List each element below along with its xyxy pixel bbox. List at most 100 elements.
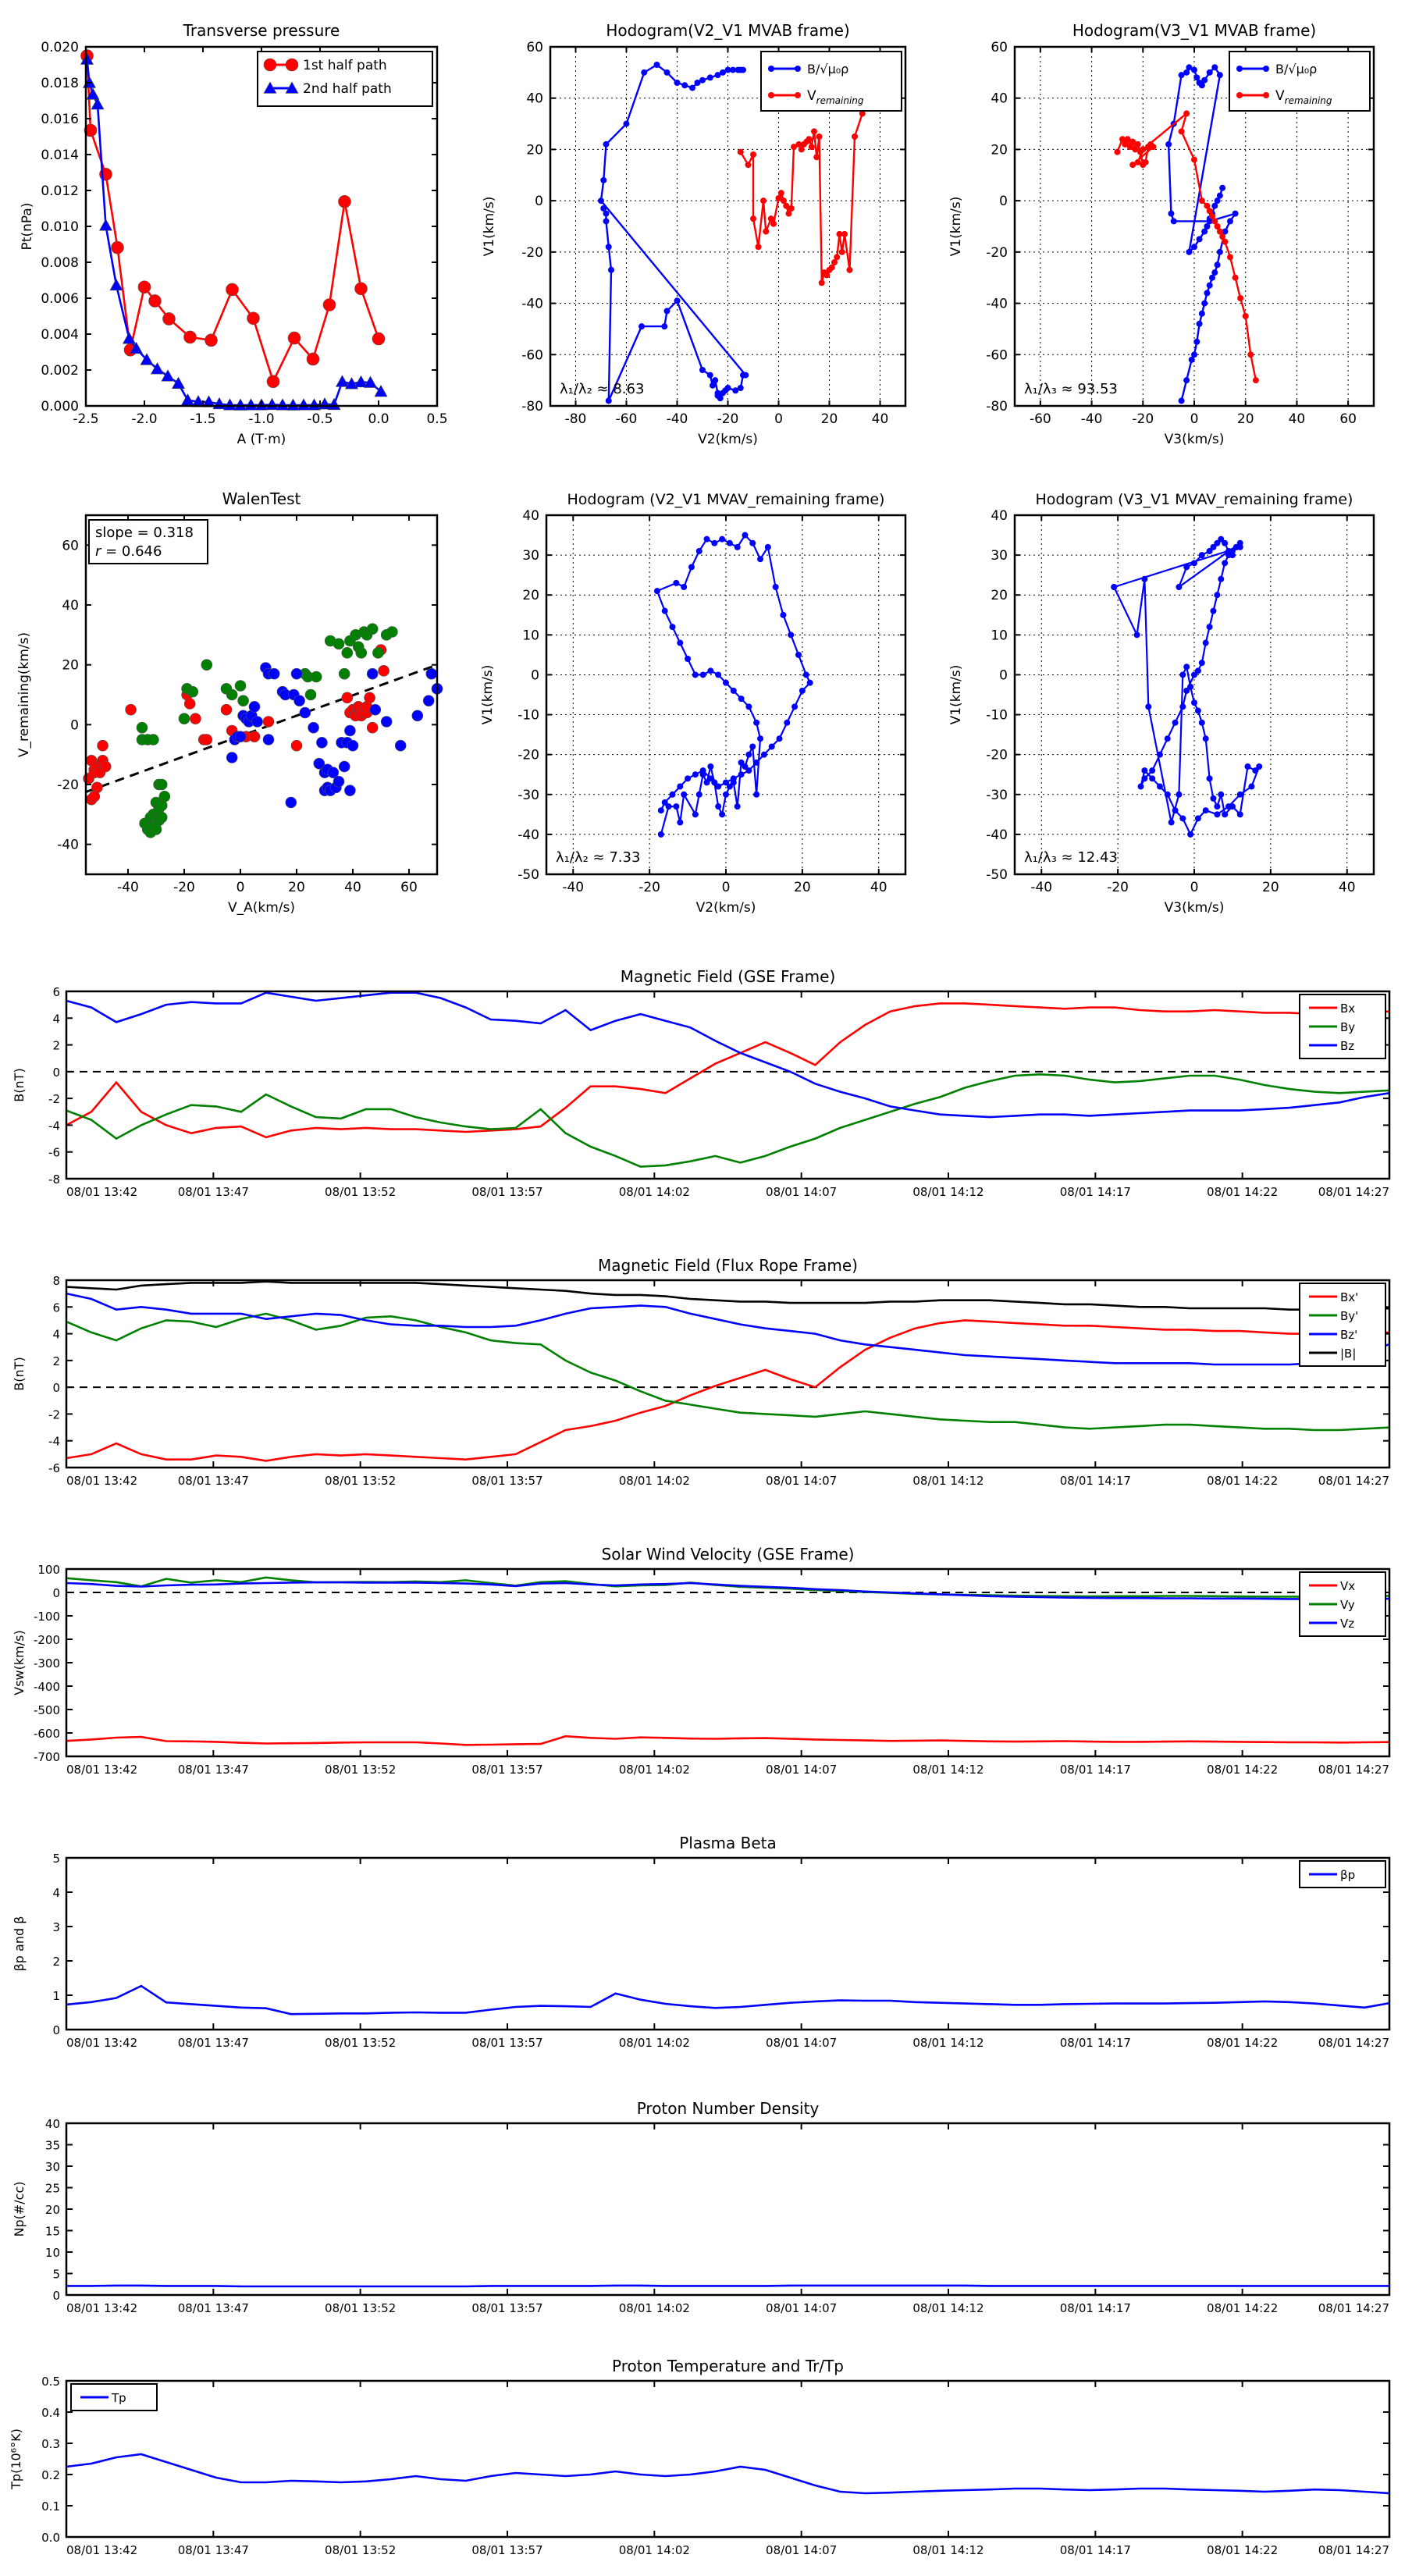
legend-label: Tp [111,2391,126,2405]
marker [247,311,260,326]
legend-label-balfven: B/√μ₀ρ [1275,62,1317,76]
y-tick-label: -20 [521,245,543,261]
hodogram-v3v1-mvavr-panel: Hodogram (V3_V1 MVAV_remaining frame) -40… [937,468,1405,937]
marker [354,375,368,388]
solar-wind-velocity-panel: Solar Wind Velocity (GSE Frame) 08/01 13:… [0,1538,1405,1795]
x-tick-label: 08/01 13:52 [325,2036,396,2050]
marker [692,771,699,778]
y-tick-label: -20 [986,245,1008,261]
marker [129,341,144,354]
marker [760,751,767,758]
marker [1170,218,1177,225]
y-tick-label: -20 [986,748,1008,763]
x-tick-label: 08/01 14:07 [766,1474,837,1488]
x-tick-label: -20 [638,880,660,895]
x-tick-label: 0 [237,880,245,895]
marker [699,367,706,373]
marker [653,588,660,595]
x-tick-label: 20 [1262,880,1279,895]
marker [1178,128,1185,135]
proton-temperature-panel-ylabel: Tp(10⁶°K) [9,2428,23,2490]
marker [846,266,853,273]
marker [717,395,724,402]
x-tick-label: 08/01 13:42 [66,1763,137,1777]
marker [1178,397,1185,404]
y-tick-label: -600 [34,1727,60,1741]
solar-wind-velocity-panel-svg: Solar Wind Velocity (GSE Frame) 08/01 13:… [12,1545,1391,1777]
marker [695,791,702,798]
y-tick-label: 0.018 [41,76,79,91]
walen-test-panel-svg: WalenTest -40 -20 0 20 40 60 -40 -20 0 20 40 60 V_A(k… [16,489,443,916]
marker [767,215,774,222]
marker [798,146,805,153]
marker [366,623,379,635]
y-tick-label: 0.000 [41,399,79,415]
y-tick-label: 0.0 [41,2531,60,2545]
marker [723,779,729,786]
hodogram-v3v1-mvab-panel: Hodogram(V3_V1 MVAB frame) -60 -40 -20 0 20 40… [937,0,1405,468]
marker [692,671,699,678]
proton-temperature-panel: Proton Temperature and Tr/Tp 08/01 13:42 0… [0,2350,1405,2576]
marker [1140,146,1147,153]
x-tick-label: -1.5 [190,411,215,427]
marker [374,384,388,397]
y-tick-label: 0.014 [41,148,79,163]
marker [233,398,247,411]
hodogram-v3v1-mvab-panel-svg: Hodogram(V3_V1 MVAB frame) -60 -40 -20 0 20 40… [948,21,1375,447]
marker [338,194,351,208]
marker [286,398,301,411]
marker [1149,775,1156,782]
marker [1141,767,1148,774]
x-tick-label: 08/01 14:17 [1060,1763,1131,1777]
marker [1214,197,1221,205]
marker [1222,238,1229,245]
marker [1242,313,1249,319]
y-tick-label: 30 [991,548,1008,564]
marker [327,767,340,778]
marker [1142,158,1149,165]
marker [692,811,699,818]
x-tick-label: 08/01 14:02 [619,1185,690,1199]
marker [603,210,610,217]
marker [1210,607,1217,614]
marker [333,775,345,788]
proton-number-density-panel-svg: Proton Number Density 08/01 13:42 08/01 13… [12,2099,1391,2315]
y-tick-label: -300 [34,1656,60,1670]
marker [608,266,614,273]
marker [1191,66,1197,73]
marker [1201,76,1208,84]
marker [663,308,670,315]
hodogram-v2v1-mvavr-panel-title: Hodogram (V2_V1 MVAV_remaining frame) [567,491,885,508]
marker [677,819,684,826]
axes-frame [84,514,439,876]
marker [222,398,237,411]
marker [784,719,791,726]
marker [723,791,729,798]
legend-box [760,51,902,112]
marker [1206,624,1213,631]
marker [760,197,767,205]
x-tick-label: 40 [872,411,889,427]
marker [740,66,746,73]
axes-frame [65,1567,1391,1758]
marker [742,763,749,770]
x-tick-label: 08/01 14:07 [766,1763,837,1777]
marker [1183,564,1190,571]
x-tick-label: 08/01 13:52 [325,2543,396,2557]
marker [316,737,328,749]
y-tick-label: 40 [526,91,543,107]
marker [1201,228,1208,235]
marker [1214,539,1221,546]
x-tick-label: 0 [1190,411,1199,427]
x-tick-label: -2.5 [73,411,98,427]
proton-number-density-panel-title: Proton Number Density [637,2099,820,2118]
marker [262,734,275,745]
x-tick-label: 08/01 13:52 [325,1474,396,1488]
marker [1193,338,1200,345]
marker [180,393,195,406]
y-tick-label: 60 [526,40,543,55]
y-tick-label: 8 [52,1274,60,1288]
marker [1211,202,1218,209]
marker [1129,138,1136,145]
